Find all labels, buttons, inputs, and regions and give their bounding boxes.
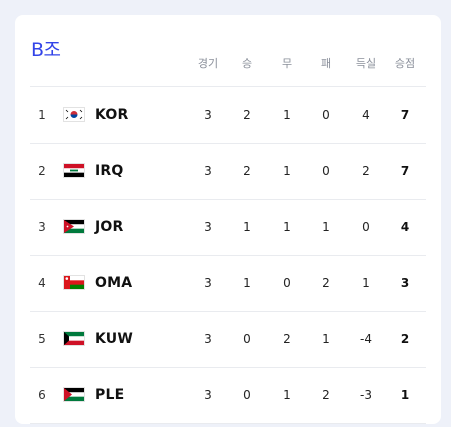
table-row[interactable]: 3 JOR 3 1 1 1 0 4 [30,199,426,256]
table-row[interactable]: 4 OMA 3 1 0 2 1 3 [30,255,426,312]
team-name: IRQ [95,163,124,179]
points: 4 [400,220,410,234]
table-row[interactable]: 2 IRQ 3 2 1 0 2 7 [30,143,426,200]
team-name: JOR [95,219,124,235]
team-name: KUW [95,331,134,347]
draw: 1 [283,388,291,402]
won: 1 [243,276,251,290]
won: 0 [243,388,251,402]
table-row[interactable]: 5 KUW 3 0 2 1 -4 2 [30,311,426,368]
lost: 1 [322,332,330,346]
played: 3 [204,164,212,178]
won: 1 [243,220,251,234]
table-row[interactable]: 6 PLE 3 0 1 2 -3 1 [30,367,426,424]
header-lost: 패 [320,57,332,70]
lost: 2 [322,388,330,402]
played: 3 [204,276,212,290]
played: 3 [204,332,212,346]
goal-diff: 4 [362,108,370,122]
rank: 4 [38,276,46,290]
team-name: KOR [95,107,129,123]
draw: 1 [283,164,291,178]
lost: 0 [322,108,330,122]
lost: 0 [322,164,330,178]
palestine-flag-icon [63,387,85,402]
played: 3 [204,220,212,234]
oman-flag-icon [63,275,85,290]
points: 7 [400,164,410,178]
header-points: 승점 [394,57,416,70]
rank: 1 [38,108,46,122]
goal-diff: 1 [362,276,370,290]
team-name: OMA [95,275,133,291]
played: 3 [204,388,212,402]
won: 2 [243,108,251,122]
draw: 2 [283,332,291,346]
kuwait-flag-icon [63,331,85,346]
iraq-flag-icon [63,163,85,178]
header-goal-diff: 득실 [355,57,377,70]
group-title: B조 [31,39,61,61]
draw: 0 [283,276,291,290]
draw: 1 [283,220,291,234]
goal-diff: 2 [362,164,370,178]
standings-card: B조 경기 승 무 패 득실 승점 1 KOR 3 2 1 0 4 7 2 [15,15,441,424]
goal-diff: -4 [360,332,372,346]
table-row[interactable]: 1 KOR 3 2 1 0 4 7 [30,87,426,144]
points: 1 [400,388,410,402]
played: 3 [204,108,212,122]
team-name: PLE [95,387,125,403]
header-divider [30,86,426,87]
points: 3 [400,276,410,290]
lost: 1 [322,220,330,234]
won: 0 [243,332,251,346]
lost: 2 [322,276,330,290]
goal-diff: -3 [360,388,372,402]
draw: 1 [283,108,291,122]
rank: 5 [38,332,46,346]
points: 2 [400,332,410,346]
header-played: 경기 [197,57,219,70]
jordan-flag-icon [63,219,85,234]
header-draw: 무 [281,57,293,70]
rank: 6 [38,388,46,402]
goal-diff: 0 [362,220,370,234]
points: 7 [400,108,410,122]
won: 2 [243,164,251,178]
rank: 3 [38,220,46,234]
header-won: 승 [241,57,253,70]
korea-flag-icon [63,107,85,122]
rank: 2 [38,164,46,178]
